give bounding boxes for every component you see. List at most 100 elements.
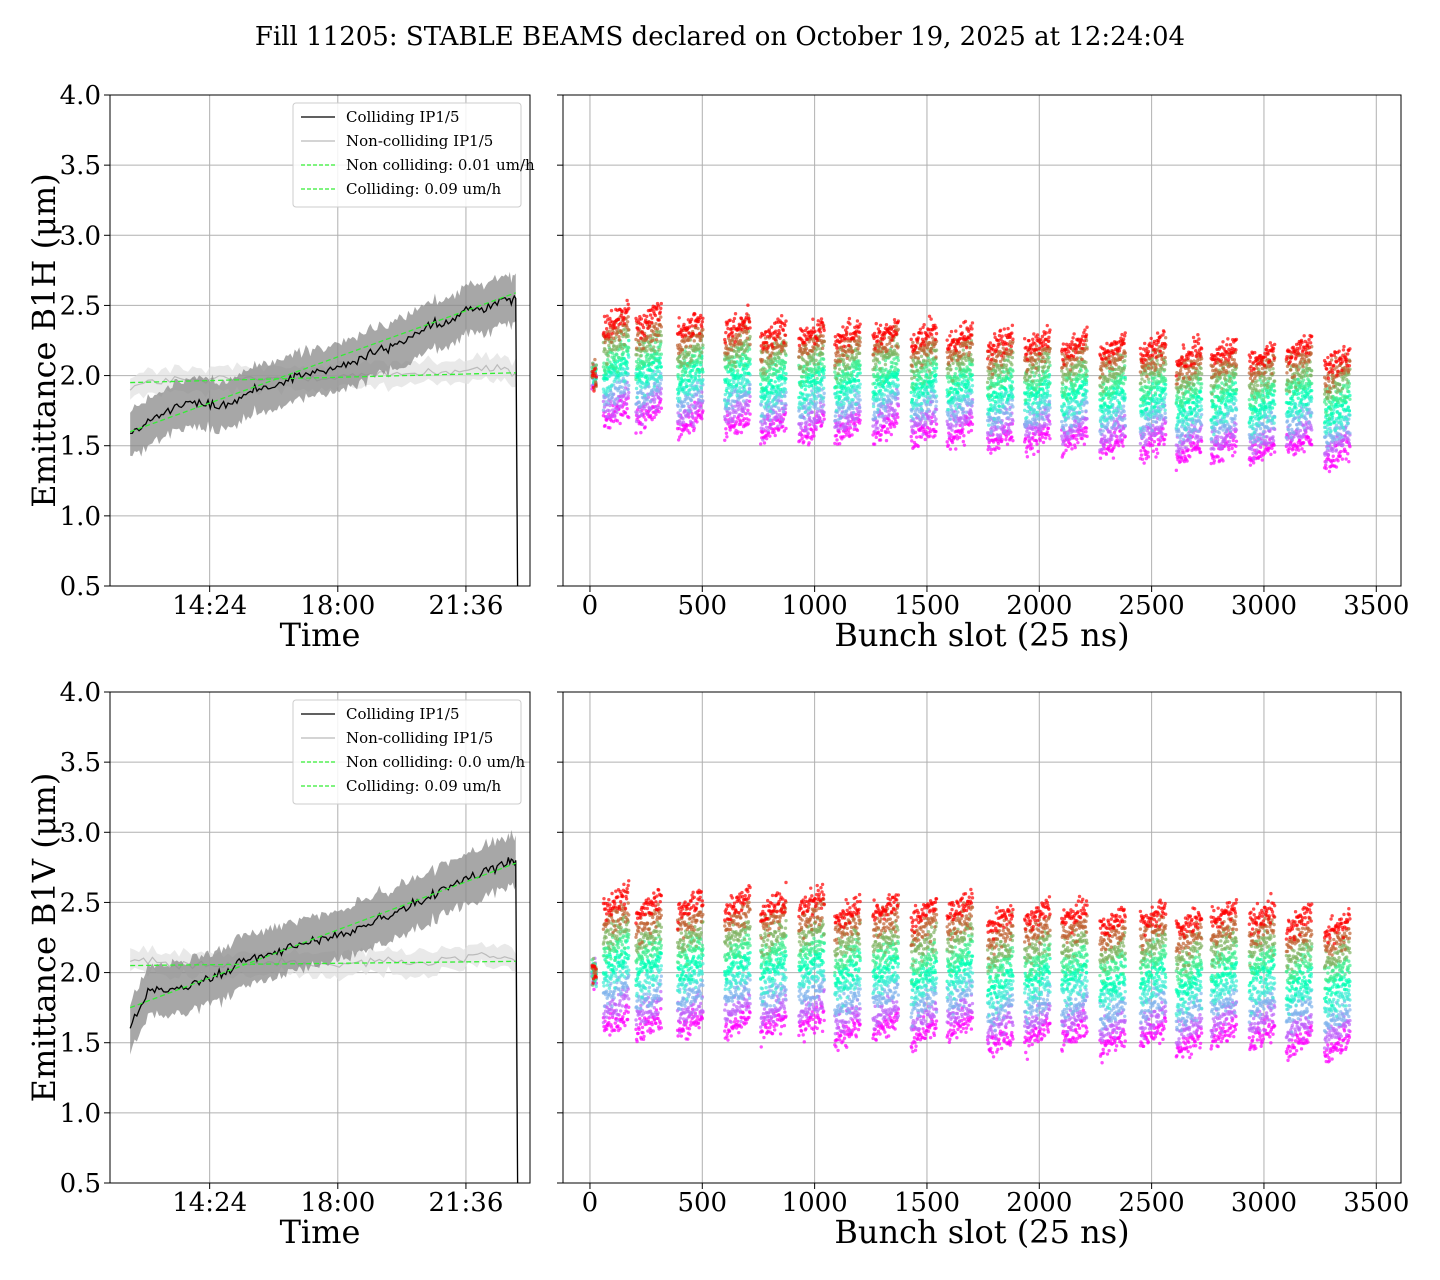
data-point: [849, 384, 854, 388]
data-point: [608, 360, 612, 364]
data-point: [800, 392, 804, 396]
data-point: [723, 398, 727, 403]
data-point: [811, 326, 816, 330]
data-point: [985, 357, 990, 361]
data-point: [954, 447, 958, 451]
data-point: [745, 331, 749, 335]
axes-frame: [109, 94, 531, 587]
data-point: [625, 320, 630, 324]
data-point: [841, 358, 846, 362]
data-point: [773, 357, 777, 361]
data-point: [651, 392, 655, 397]
data-point: [606, 332, 610, 336]
data-point: [847, 366, 852, 371]
data-point: [623, 379, 627, 383]
data-point: [691, 421, 695, 425]
data-point: [854, 333, 858, 338]
data-point: [691, 404, 695, 409]
data-point: [651, 329, 655, 334]
data-point: [839, 415, 843, 420]
data-point: [838, 381, 842, 386]
data-point: [645, 376, 650, 381]
y-axis-label: Emittance B1H (μm): [25, 173, 63, 507]
data-point: [637, 346, 641, 350]
data-point: [747, 418, 751, 422]
data-point: [694, 416, 699, 420]
data-point: [934, 331, 939, 336]
data-point: [652, 355, 656, 359]
data-point: [991, 364, 996, 368]
data-point: [654, 412, 658, 417]
data-point: [911, 417, 916, 421]
data-point: [734, 420, 739, 424]
data-point: [635, 395, 639, 400]
data-point: [690, 375, 694, 379]
y-tick-label: 2.5: [60, 291, 101, 321]
data-point: [878, 382, 882, 386]
data-point: [962, 443, 967, 447]
data-point: [735, 372, 740, 376]
data-point: [821, 334, 825, 338]
data-point: [781, 347, 785, 351]
data-point: [694, 392, 699, 396]
data-point: [612, 399, 616, 403]
data-point: [992, 332, 997, 336]
data-point: [775, 334, 780, 339]
data-point: [656, 304, 661, 308]
data-point: [608, 426, 612, 430]
data-point: [697, 354, 702, 358]
data-point: [655, 327, 660, 331]
data-point: [806, 431, 810, 435]
data-point: [646, 335, 650, 339]
data-point: [773, 380, 777, 384]
data-point: [645, 379, 649, 384]
data-point: [731, 334, 735, 338]
data-point: [697, 331, 702, 336]
x-tick-label: 18:00: [300, 591, 375, 621]
data-point: [625, 360, 629, 365]
data-point: [762, 346, 766, 350]
data-point: [687, 431, 692, 435]
data-point: [762, 441, 767, 445]
data-point: [1004, 437, 1008, 442]
data-point: [726, 351, 730, 355]
data-point: [886, 430, 891, 434]
data-point: [684, 381, 688, 386]
data-point: [603, 423, 607, 428]
data-point: [774, 363, 779, 368]
data-point: [606, 354, 610, 358]
data-point: [842, 392, 846, 397]
data-point: [1000, 384, 1004, 389]
data-point: [797, 343, 802, 348]
data-point: [691, 332, 695, 336]
data-point: [594, 383, 598, 387]
data-point: [804, 384, 808, 388]
data-point: [651, 338, 655, 343]
data-point: [958, 367, 962, 371]
data-point: [605, 314, 609, 318]
data-point: [693, 312, 697, 316]
data-point: [950, 379, 955, 383]
data-point: [739, 430, 744, 435]
data-point: [956, 383, 960, 388]
data-point: [625, 349, 630, 353]
y-tick-label: 1.5: [60, 432, 101, 462]
data-point: [962, 433, 966, 438]
data-point: [850, 349, 855, 354]
data-point: [778, 422, 783, 426]
data-point: [606, 358, 610, 362]
data-point: [591, 385, 596, 390]
data-point: [820, 405, 825, 409]
data-point: [912, 332, 916, 337]
data-point: [891, 325, 895, 329]
data-point: [638, 342, 642, 347]
data-point: [747, 399, 752, 403]
data-point: [656, 364, 660, 369]
data-point: [928, 361, 933, 365]
data-point: [884, 420, 889, 425]
data-point: [643, 425, 647, 429]
data-point: [850, 390, 854, 394]
data-point: [834, 385, 839, 390]
data-point: [689, 334, 693, 338]
data-point: [894, 413, 898, 417]
